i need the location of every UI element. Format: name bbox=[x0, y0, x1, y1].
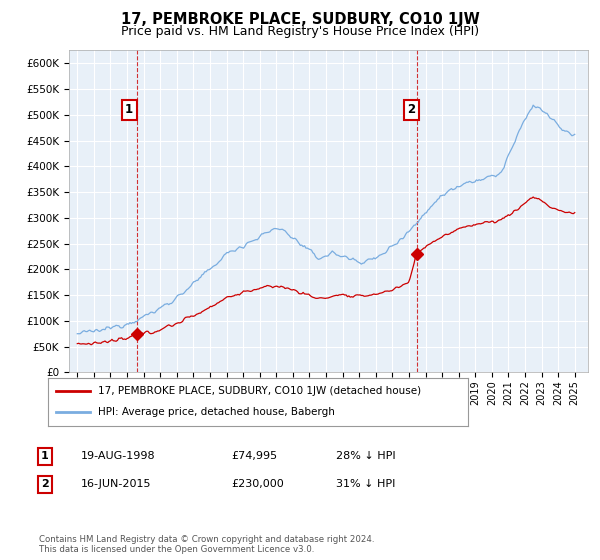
Text: Contains HM Land Registry data © Crown copyright and database right 2024.
This d: Contains HM Land Registry data © Crown c… bbox=[39, 535, 374, 554]
Text: £230,000: £230,000 bbox=[231, 479, 284, 489]
Text: 2: 2 bbox=[407, 103, 416, 116]
Text: 17, PEMBROKE PLACE, SUDBURY, CO10 1JW (detached house): 17, PEMBROKE PLACE, SUDBURY, CO10 1JW (d… bbox=[98, 386, 422, 396]
Text: 1: 1 bbox=[125, 103, 133, 116]
Text: 28% ↓ HPI: 28% ↓ HPI bbox=[336, 451, 395, 461]
Text: 16-JUN-2015: 16-JUN-2015 bbox=[81, 479, 151, 489]
Text: £74,995: £74,995 bbox=[231, 451, 277, 461]
Text: 2: 2 bbox=[41, 479, 49, 489]
Text: 31% ↓ HPI: 31% ↓ HPI bbox=[336, 479, 395, 489]
Text: 1: 1 bbox=[41, 451, 49, 461]
Text: Price paid vs. HM Land Registry's House Price Index (HPI): Price paid vs. HM Land Registry's House … bbox=[121, 25, 479, 38]
Text: 17, PEMBROKE PLACE, SUDBURY, CO10 1JW: 17, PEMBROKE PLACE, SUDBURY, CO10 1JW bbox=[121, 12, 479, 27]
Text: HPI: Average price, detached house, Babergh: HPI: Average price, detached house, Babe… bbox=[98, 407, 335, 417]
Text: 19-AUG-1998: 19-AUG-1998 bbox=[81, 451, 155, 461]
